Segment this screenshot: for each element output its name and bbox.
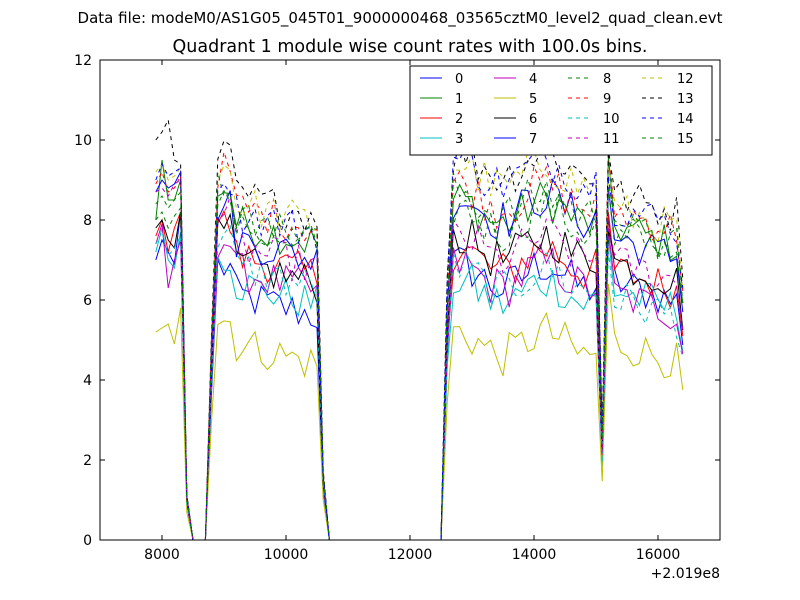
figure-suptitle: Data file: modeM0/AS1G05_045T01_90000004… xyxy=(77,9,723,27)
legend-label-8: 8 xyxy=(603,72,611,87)
x-offset-label: +2.019e8 xyxy=(651,566,720,582)
y-tick-label: 6 xyxy=(83,293,92,309)
legend-label-2: 2 xyxy=(455,112,463,127)
series-line-14 xyxy=(155,142,684,541)
legend-label-5: 5 xyxy=(529,92,537,107)
legend-label-4: 4 xyxy=(529,72,537,87)
y-tick-label: 8 xyxy=(83,213,92,229)
series-line-15 xyxy=(155,172,684,541)
series-lines xyxy=(155,118,684,541)
y-tick-label: 0 xyxy=(83,533,92,549)
legend-box xyxy=(409,65,713,156)
x-tick-label: 12000 xyxy=(388,547,433,563)
legend-label-7: 7 xyxy=(529,132,537,147)
chart-title: Quadrant 1 module wise count rates with … xyxy=(172,37,648,57)
y-tick-label: 12 xyxy=(74,53,92,69)
x-tick-label: 16000 xyxy=(636,547,681,563)
y-tick-label: 4 xyxy=(83,373,92,389)
series-line-9 xyxy=(155,143,684,541)
series-line-12 xyxy=(155,149,684,541)
x-tick-label: 14000 xyxy=(512,547,557,563)
y-tick-label: 2 xyxy=(83,453,92,469)
legend-label-14: 14 xyxy=(677,112,694,127)
legend-label-6: 6 xyxy=(529,112,537,127)
legend-label-3: 3 xyxy=(455,132,463,147)
x-tick-label: 8000 xyxy=(144,547,180,563)
series-line-13 xyxy=(155,118,684,541)
legend-label-12: 12 xyxy=(677,72,694,87)
legend-label-9: 9 xyxy=(603,92,611,107)
legend-label-1: 1 xyxy=(455,92,463,107)
legend-label-15: 15 xyxy=(677,132,694,147)
legend-label-10: 10 xyxy=(603,112,620,127)
y-tick-label: 10 xyxy=(74,133,92,149)
legend-label-0: 0 xyxy=(455,72,463,87)
legend-label-11: 11 xyxy=(603,132,620,147)
legend-label-13: 13 xyxy=(677,92,694,107)
axes: 8000 10000 12000 14000 16000024681012+2.019e… xyxy=(74,53,721,582)
x-tick-label: 10000 xyxy=(264,547,309,563)
